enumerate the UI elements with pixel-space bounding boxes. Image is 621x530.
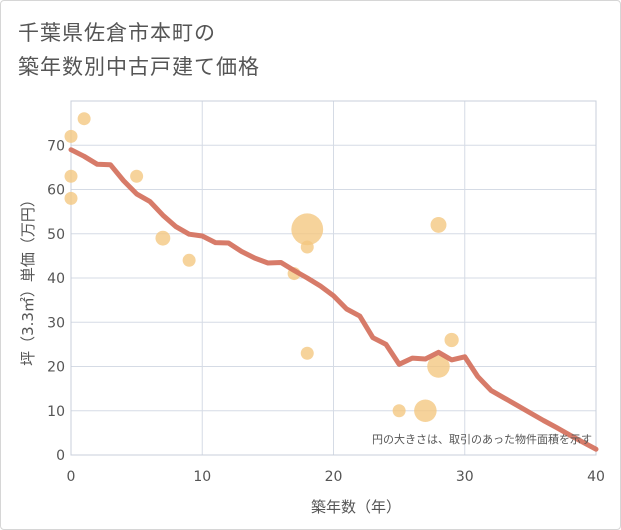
y-tick-label: 60 <box>47 183 65 199</box>
chart-title: 千葉県佐倉市本町の 築年数別中古戸建て価格 <box>18 16 260 84</box>
scatter-point <box>155 230 171 246</box>
scatter-point <box>130 169 144 183</box>
x-tick-label: 40 <box>587 469 605 485</box>
x-tick-label: 30 <box>456 469 474 485</box>
scatter-point <box>291 213 324 246</box>
grid-lines <box>70 101 597 456</box>
title-line-1: 千葉県佐倉市本町の <box>18 21 216 45</box>
scatter-point <box>182 253 196 267</box>
average-price-line <box>68 147 599 452</box>
y-tick-label: 0 <box>56 448 65 464</box>
scatter-point <box>64 191 78 205</box>
y-tick-label: 20 <box>47 360 65 376</box>
scatter-point <box>444 332 459 348</box>
x-axis-ticks: 0 10 20 30 40 <box>67 469 605 485</box>
y-tick-label: 10 <box>47 404 65 420</box>
x-tick-label: 0 <box>67 469 76 485</box>
y-tick-label: 50 <box>47 227 65 243</box>
scatter-point <box>427 355 450 378</box>
scatter-point <box>430 216 447 233</box>
y-axis-label: 坪（3.3㎡）単価（万円） <box>19 192 37 366</box>
scatter-bubbles <box>64 112 459 423</box>
bubble-size-note: 円の大きさは、取引のあった物件面積を示す <box>372 432 592 446</box>
y-tick-label: 40 <box>47 271 65 287</box>
x-tick-label: 20 <box>325 469 343 485</box>
title-line-2: 築年数別中古戸建て価格 <box>18 55 260 79</box>
y-tick-label: 70 <box>47 138 65 154</box>
x-tick-label: 10 <box>193 469 211 485</box>
x-axis-label: 築年数（年） <box>311 498 401 516</box>
scatter-point <box>64 129 78 143</box>
y-axis-ticks: 0 10 20 30 40 50 60 70 <box>47 138 65 464</box>
scatter-point <box>392 404 406 418</box>
plot-area-border <box>70 100 597 456</box>
scatter-point <box>414 399 437 423</box>
scatter-point <box>77 112 91 126</box>
scatter-point <box>300 346 314 360</box>
scatter-point <box>64 169 78 183</box>
y-tick-label: 30 <box>47 315 65 331</box>
